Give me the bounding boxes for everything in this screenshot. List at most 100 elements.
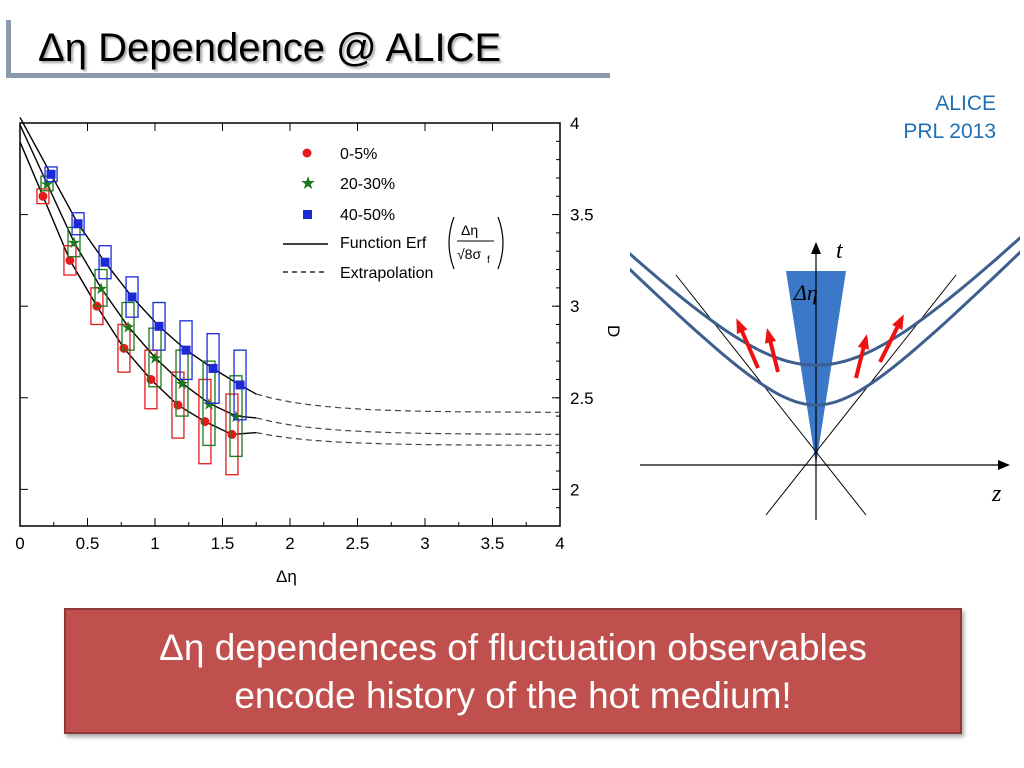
data-point: ★ [229,407,243,426]
systematic-box [198,378,212,465]
x-tick-label: 2 [285,534,294,553]
data-point [65,255,75,265]
y-tick-label: 2 [570,480,579,499]
y-tick-label: 3 [570,297,579,316]
source-journal: PRL 2013 [903,120,996,143]
systematic-box [36,188,50,205]
z-axis-label: z [991,481,1002,507]
systematic-box [121,301,135,351]
legend-label-40-50: 40-50% [340,207,395,224]
erf-numerator: Δη [461,222,478,238]
x-tick-label: 1.5 [211,534,235,553]
x-tick-label: 1 [150,534,159,553]
systematic-box [71,212,85,236]
title-underline-bar [6,20,610,78]
systematic-box [206,333,220,404]
chart-legend: 0-5% ★ 20-30% 40-50% Function Erf Δη √8σ… [283,146,504,282]
x-tick-label: 4 [555,534,564,553]
systematic-box [225,393,239,476]
y-tick-label: 2.5 [570,389,594,408]
conclusion-callout: Δη dependences of fluctuation observable… [64,608,962,734]
flow-arrow-head-icon [736,318,748,334]
callout-line-1: Δη dependences of fluctuation observable… [159,627,867,668]
data-point [73,219,83,229]
systematic-box [44,166,58,183]
systematic-box [94,268,108,307]
data-point [100,257,110,267]
extrapolation-curve [256,432,560,446]
data-point: ★ [148,348,162,367]
z-axis-arrow-icon [998,460,1010,470]
data-point [235,380,245,390]
data-point: ★ [175,374,189,393]
y-tick-label: 4 [570,114,579,133]
d-vs-deta-chart: 0 0.5 1 1.5 2 2.5 3 3.5 4 2 2.5 3 3.5 4 ★ ★ ★ ★ ★ ★ ★ ★ 0-5%… [15,114,620,586]
extrapolation-curve [256,417,560,435]
systematic-box [144,349,158,410]
systematic-box [233,349,247,421]
systematic-box [125,276,139,318]
systematic-box [63,245,77,276]
data-point [146,374,156,384]
systematic-box [152,301,166,351]
source-reference: ALICE PRL 2013 [903,90,996,146]
data-point [38,191,48,201]
systematic-box [179,320,193,381]
data-point [154,321,164,331]
slide-title: Δη Dependence @ ALICE [38,26,502,70]
systematic-box [171,371,185,439]
data-point: ★ [67,233,81,252]
flow-arrows [736,314,904,379]
flow-arrow-head-icon [892,314,904,330]
legend-marker-0-5 [302,148,312,158]
data-point [119,343,129,353]
fit-curve [19,141,257,436]
data-point [227,429,237,439]
data-point: ★ [94,279,108,298]
delta-eta-label: Δη [793,280,818,305]
fit-curve [19,124,257,419]
t-axis-arrow-icon [811,242,821,254]
legend-label-0-5: 0-5% [340,146,377,163]
y-axis-label: D [604,325,620,337]
callout-line-2: encode history of the hot medium! [234,675,792,716]
t-axis-label: t [836,238,844,264]
fit-curve [19,117,257,395]
data-point [127,292,137,302]
legend-marker-40-50 [303,210,312,219]
extrapolation-curve [256,393,560,413]
axis-ticks: 0 0.5 1 1.5 2 2.5 3 3.5 4 2 2.5 3 3.5 4 [15,114,593,553]
erf-right-paren [497,216,504,270]
legend-label-20-30: 20-30% [340,176,395,193]
data-point [200,417,210,427]
x-tick-label: 0 [15,534,24,553]
data-point: ★ [40,174,54,193]
x-tick-label: 2.5 [346,534,370,553]
legend-label-fit: Function Erf [340,235,427,252]
flow-arrow-head-icon [857,334,870,350]
y-tick-label: 3.5 [570,206,594,225]
systematic-box [98,245,112,280]
fit-curves [19,117,560,446]
erf-left-paren [448,216,455,270]
x-tick-label: 0.5 [76,534,100,553]
hyperbola-outer [630,250,1020,407]
legend-label-extrapolation: Extrapolation [340,265,433,282]
hyperbola-inner [630,235,1020,367]
x-tick-label: 3.5 [481,534,505,553]
data-point [46,169,56,179]
x-tick-label: 3 [420,534,429,553]
flow-arrow-head-icon [764,328,777,344]
source-collaboration: ALICE [935,92,996,115]
data-point: ★ [121,317,135,336]
systematic-box [229,375,243,458]
x-axis-label: Δη [276,567,297,586]
data-point [173,400,183,410]
light-cone-left [675,274,867,516]
data-points: ★★★★★★★★ [36,166,247,476]
erf-subscript: f [487,255,490,266]
data-point [181,345,191,355]
erf-denominator: √8σ [457,246,481,262]
spacetime-diagram: t z Δη [630,235,1020,520]
legend-marker-20-30: ★ [300,173,316,194]
